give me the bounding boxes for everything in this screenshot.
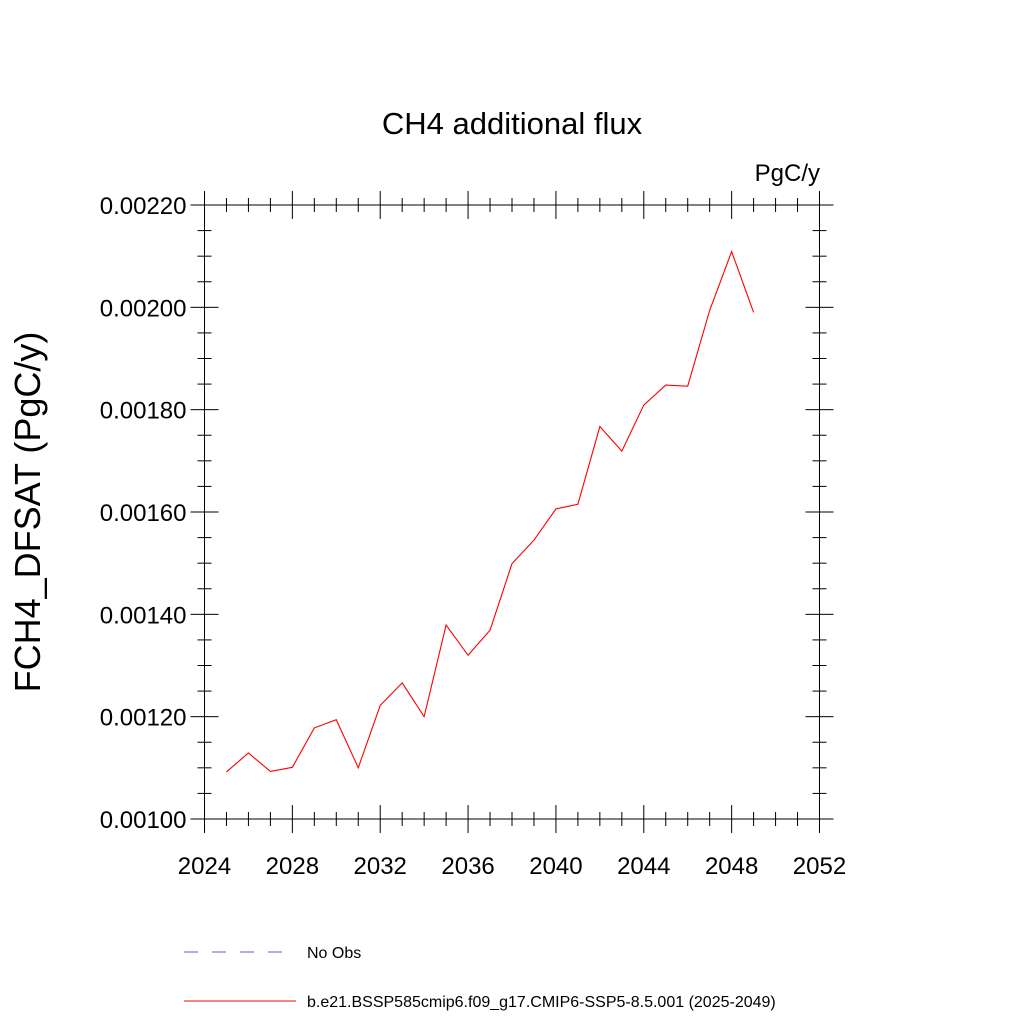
y-tick-label: 0.00140 [100,602,187,629]
units-label: PgC/y [755,160,820,187]
minor-ticks [197,198,827,826]
major-ticks [190,191,834,833]
y-tick-labels: 0.00100 0.00120 0.00140 0.00160 0.00180 0.002… [100,193,187,834]
x-tick-label: 2032 [354,853,407,880]
x-tick-label: 2024 [178,853,231,880]
series-line [226,249,755,773]
x-tick-labels: 2024 2028 2032 2036 2040 2044 2048 2052 [178,853,846,880]
plot-frame [204,204,820,820]
y-tick-label: 0.00200 [100,295,187,322]
x-tick-label: 2048 [705,853,758,880]
y-tick-label: 0.00100 [100,807,187,834]
legend-label-no-obs: No Obs [307,945,361,962]
y-tick-label: 0.00160 [100,500,187,527]
x-tick-label: 2036 [441,853,494,880]
y-tick-label: 0.00220 [100,193,187,220]
y-tick-label: 0.00120 [100,705,187,732]
x-tick-label: 2028 [266,853,319,880]
x-tick-label: 2052 [793,853,846,880]
series-layer [226,249,755,773]
legend: No Obs b.e21.BSSP585cmip6.f09_g17.CMIP6-… [184,945,776,1011]
chart-title: CH4 additional flux [382,106,643,141]
x-tick-label: 2040 [529,853,582,880]
y-axis-label: FCH4_DFSAT (PgC/y) [7,332,48,693]
x-tick-label: 2044 [617,853,670,880]
legend-label-ssp585: b.e21.BSSP585cmip6.f09_g17.CMIP6-SSP5-8.… [307,994,776,1011]
y-tick-label: 0.00180 [100,398,187,425]
